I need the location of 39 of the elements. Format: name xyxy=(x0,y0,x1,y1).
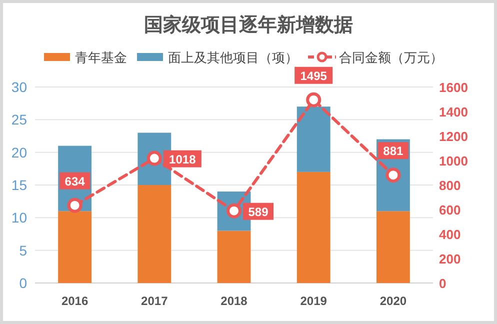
y2-tick-label: 200 xyxy=(439,252,461,266)
y2-tick-label: 1400 xyxy=(439,104,468,120)
y2-tick-label: 400 xyxy=(439,227,461,242)
data-label: 589 xyxy=(248,204,269,219)
y-tick-label: 0 xyxy=(19,275,28,291)
x-tick-label: 2018 xyxy=(220,294,248,308)
legend-label: 合同金额（万元） xyxy=(339,50,443,65)
y2-tick-label: 800 xyxy=(439,178,461,193)
y-tick-label: 10 xyxy=(11,210,28,226)
bar xyxy=(296,106,330,172)
bar xyxy=(217,230,251,283)
y2-tick-label: 1000 xyxy=(439,154,468,168)
y-tick-label: 20 xyxy=(11,144,28,160)
point xyxy=(386,168,401,183)
bar xyxy=(296,172,330,283)
y-tick-label: 15 xyxy=(11,177,28,193)
x-tick-label: 2020 xyxy=(380,294,407,308)
data-label: 1495 xyxy=(300,68,328,83)
y2-tick-label: 1600 xyxy=(439,80,468,95)
x-tick-label: 2016 xyxy=(61,294,88,308)
x-tick-label: 2017 xyxy=(141,294,168,308)
data-label: 634 xyxy=(64,174,86,188)
y2-tick-label: 1200 xyxy=(439,129,468,144)
y-tick-label: 5 xyxy=(19,242,28,258)
x-tick-label: 2019 xyxy=(300,294,328,308)
y2-tick-label: 600 xyxy=(439,202,461,218)
chart-title: 国家级项目逐年新增数据 xyxy=(144,14,353,36)
legend-label: 面上及其他项目（项） xyxy=(168,50,298,65)
point xyxy=(306,92,322,108)
y-tick-label: 30 xyxy=(11,79,28,95)
data-label: 881 xyxy=(383,144,404,158)
bar xyxy=(58,211,92,283)
bar xyxy=(376,211,410,283)
data-label: 1018 xyxy=(169,152,196,166)
y2-tick-label: 0 xyxy=(439,276,446,291)
point xyxy=(67,198,82,213)
bar xyxy=(138,185,172,283)
legend-label: 青年基金 xyxy=(75,50,127,65)
y-tick-label: 25 xyxy=(11,112,28,128)
